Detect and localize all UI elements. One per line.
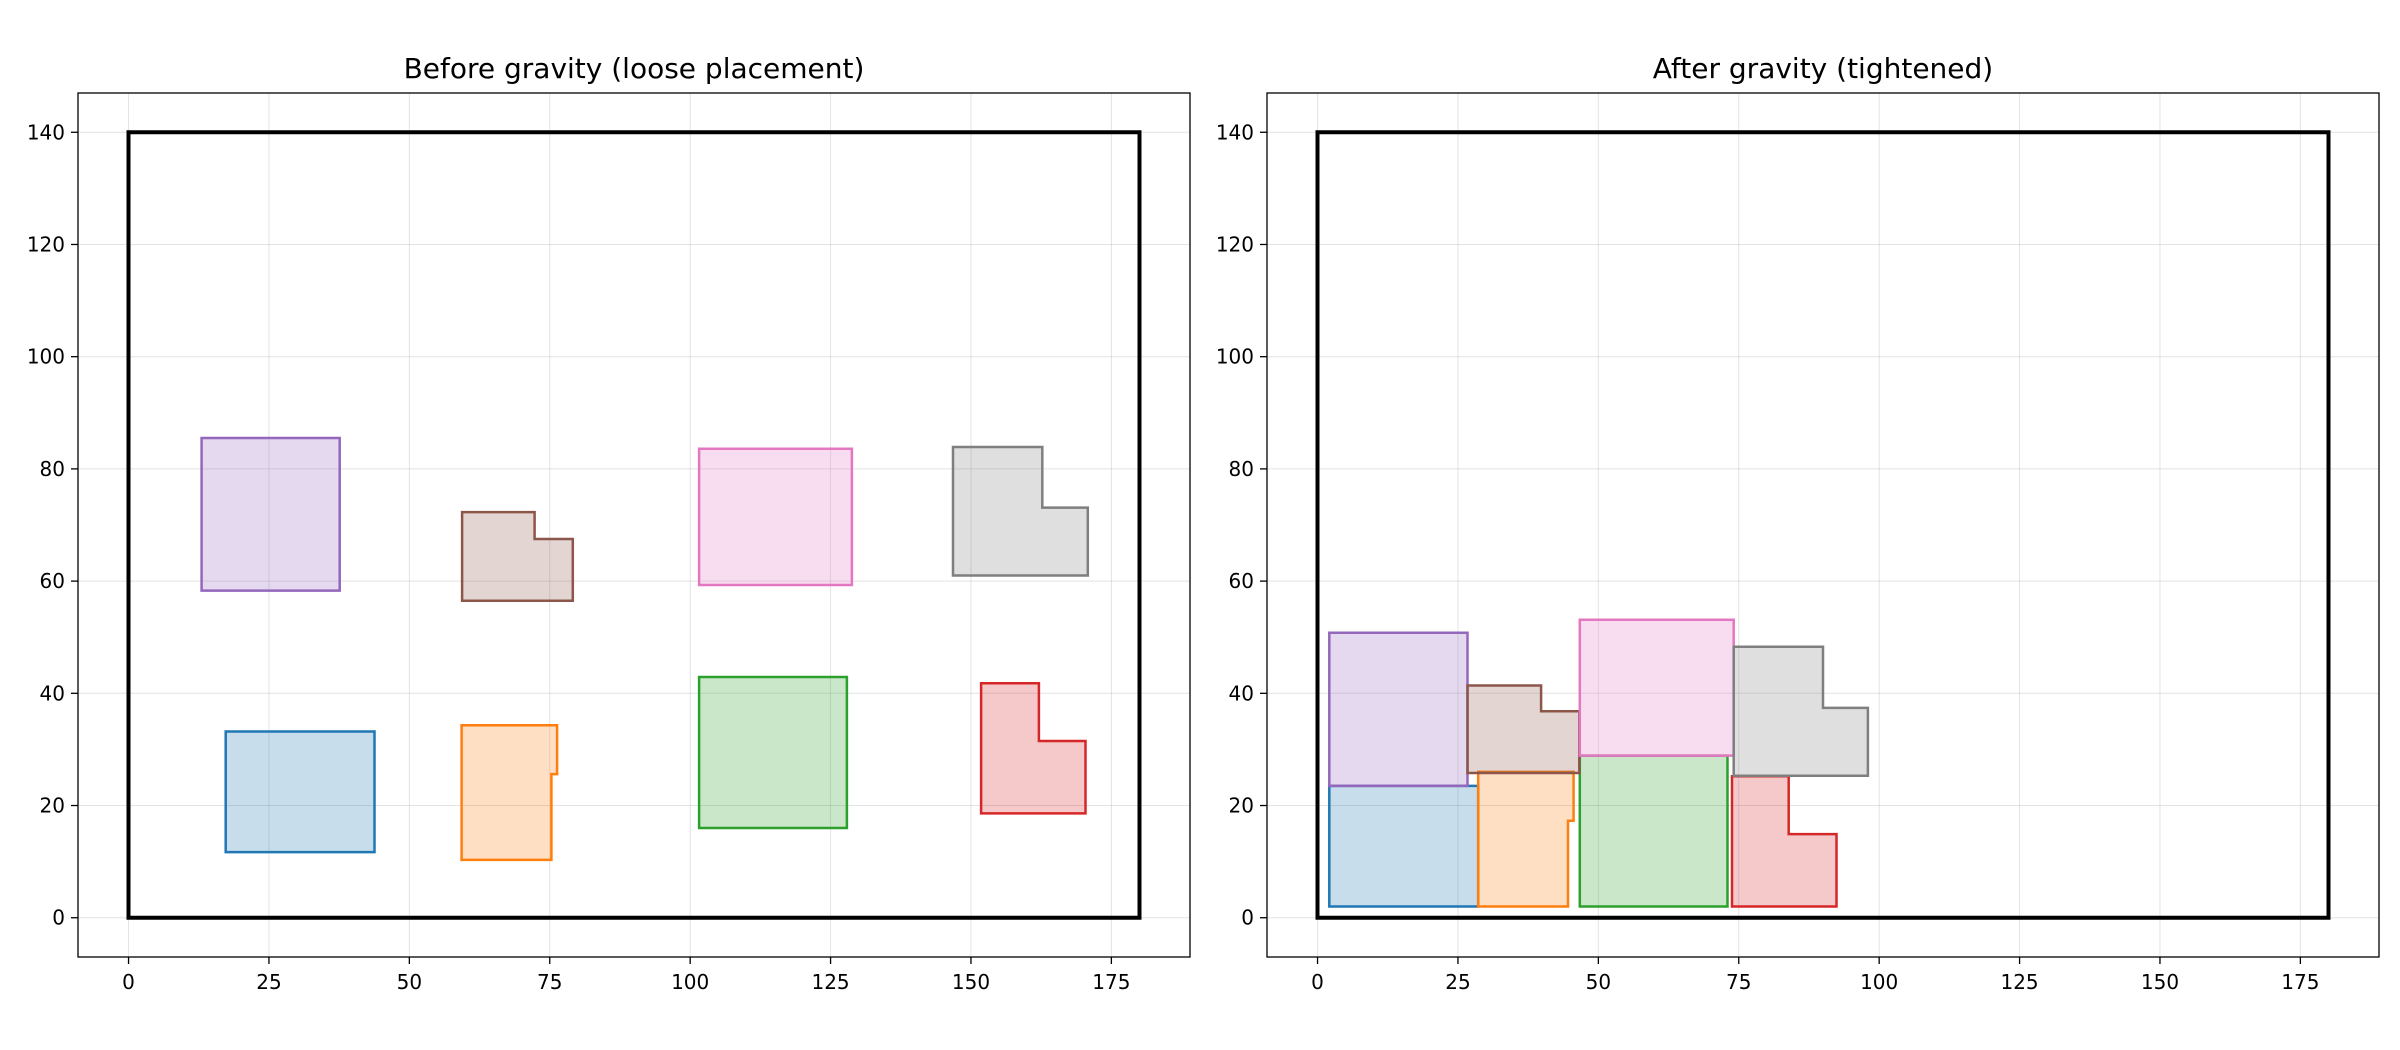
panel-before-gravity: 0 25 50 75 100 125 150 175 0 20 40 60 80 100 120 140 Bef… xyxy=(27,52,1191,994)
axes-frame xyxy=(77,92,1191,958)
y-tick-label: 80 xyxy=(1229,457,1254,481)
y-tick-label: 60 xyxy=(1229,569,1254,593)
piece-polygon-3 xyxy=(697,675,849,830)
piece-polygon-2 xyxy=(460,724,559,862)
x-tick-label: 125 xyxy=(811,970,849,994)
x-tick-label: 0 xyxy=(1311,970,1324,994)
x-tick-label: 25 xyxy=(256,970,281,994)
y-tick-label: 20 xyxy=(40,794,65,818)
x-tick-label: 100 xyxy=(1860,970,1898,994)
piece-polygon-8 xyxy=(951,445,1090,577)
piece-polygon-5 xyxy=(1328,631,1469,788)
container-outline xyxy=(1315,130,2331,920)
piece-polygon-3 xyxy=(1578,754,1729,908)
x-tick-label: 0 xyxy=(122,970,135,994)
y-tick-label: 80 xyxy=(40,457,65,481)
piece-polygon-4 xyxy=(1730,775,1838,908)
y-tick-label: 120 xyxy=(27,232,65,256)
y-tick-label: 60 xyxy=(40,569,65,593)
piece-polygon-2 xyxy=(1476,770,1575,908)
piece-polygon-1 xyxy=(1328,784,1480,908)
piece-polygon-4 xyxy=(979,681,1087,815)
y-tick-label: 40 xyxy=(40,681,65,705)
x-tick-label: 75 xyxy=(1726,970,1751,994)
chart-title: After gravity (tightened) xyxy=(1653,52,1993,85)
x-tick-label: 50 xyxy=(1586,970,1611,994)
piece-polygon-6 xyxy=(1466,684,1581,775)
x-tick-label: 100 xyxy=(671,970,709,994)
axes-frame xyxy=(1266,92,2380,958)
y-tick-label: 40 xyxy=(1229,681,1254,705)
panel-after-gravity: 0 25 50 75 100 125 150 175 0 20 40 60 80 100 120 140 Aft… xyxy=(1216,52,2380,994)
x-tick-label: 150 xyxy=(952,970,990,994)
x-tick-label: 150 xyxy=(2141,970,2179,994)
y-tick-label: 0 xyxy=(52,906,65,930)
piece-polygon-8 xyxy=(1732,645,1870,778)
piece-polygon-5 xyxy=(200,436,341,592)
piece-polygon-7 xyxy=(697,447,854,587)
piece-polygon-7 xyxy=(1578,618,1735,757)
y-tick-label: 120 xyxy=(1216,232,1254,256)
y-tick-label: 140 xyxy=(1216,120,1254,144)
y-tick-label: 100 xyxy=(1216,345,1254,369)
y-tick-label: 100 xyxy=(27,345,65,369)
x-tick-label: 175 xyxy=(1092,970,1130,994)
y-tick-label: 140 xyxy=(27,120,65,144)
y-tick-label: 20 xyxy=(1229,794,1254,818)
chart-title: Before gravity (loose placement) xyxy=(404,52,865,85)
x-tick-label: 25 xyxy=(1445,970,1470,994)
container-outline xyxy=(126,130,1142,920)
x-tick-label: 125 xyxy=(2000,970,2038,994)
x-tick-label: 75 xyxy=(537,970,562,994)
x-tick-label: 175 xyxy=(2281,970,2319,994)
piece-polygon-1 xyxy=(224,730,376,854)
x-tick-label: 50 xyxy=(397,970,422,994)
piece-polygon-6 xyxy=(460,510,575,602)
y-tick-label: 0 xyxy=(1241,906,1254,930)
